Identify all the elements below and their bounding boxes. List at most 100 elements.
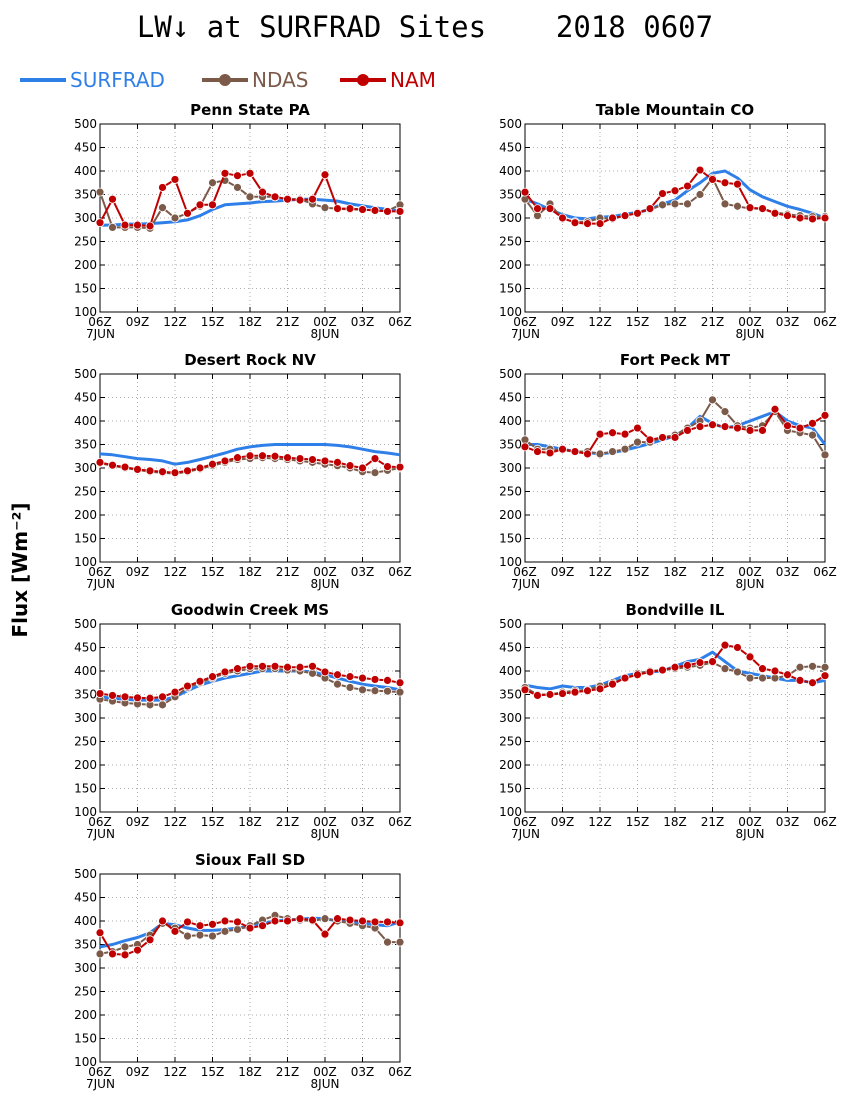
data-point-nam xyxy=(608,213,617,223)
data-point-nam xyxy=(770,404,780,414)
y-tick-label: 200 xyxy=(499,258,522,272)
x-tick-label: 00Z xyxy=(738,815,762,829)
data-point-nam xyxy=(595,684,605,694)
data-point-nam xyxy=(745,652,755,662)
y-tick-label: 150 xyxy=(74,282,97,296)
panel-title-penn-state: Penn State PA xyxy=(190,101,310,119)
data-point-nam xyxy=(120,950,130,960)
data-point-nam xyxy=(170,468,180,478)
data-point-nam xyxy=(108,691,117,700)
panel-title-bondville: Bondville IL xyxy=(625,601,725,619)
data-point-nam xyxy=(258,661,267,671)
data-point-nam xyxy=(333,914,342,924)
data-point-ndas xyxy=(395,937,405,947)
y-tick-label: 150 xyxy=(74,1032,97,1046)
x-tick-label: 06Z xyxy=(88,815,112,829)
data-point-ndas xyxy=(820,662,830,672)
data-point-nam xyxy=(608,679,617,689)
data-point-nam xyxy=(570,687,580,697)
x-tick-label: 06Z xyxy=(88,1065,112,1079)
x-tick-label: 18Z xyxy=(238,315,262,329)
data-point-nam xyxy=(133,693,142,703)
x-tick-label: 06Z xyxy=(513,565,537,579)
x-tick-label: 00Z xyxy=(738,565,762,579)
x-tick-label: 00Z xyxy=(313,565,337,579)
data-point-nam xyxy=(358,916,367,926)
data-point-nam xyxy=(208,919,217,929)
date-label-mid: 8JUN xyxy=(736,327,765,341)
data-point-ndas xyxy=(720,664,730,674)
data-point-nam xyxy=(745,203,755,213)
data-point-ndas xyxy=(370,686,380,696)
y-tick-label: 400 xyxy=(499,664,522,678)
data-point-nam xyxy=(145,221,155,231)
y-tick-label: 500 xyxy=(74,117,97,131)
data-point-nam xyxy=(620,429,630,439)
y-tick-label: 500 xyxy=(499,117,522,131)
y-tick-label: 200 xyxy=(74,258,97,272)
data-point-ndas xyxy=(708,395,717,405)
data-point-nam xyxy=(570,447,580,456)
panel-title-table-mountain: Table Mountain CO xyxy=(595,101,755,119)
data-point-nam xyxy=(533,447,542,456)
date-label-start: 7JUN xyxy=(511,827,540,841)
data-point-nam xyxy=(108,949,117,959)
data-point-nam xyxy=(695,658,705,667)
data-point-ndas xyxy=(195,930,205,940)
data-point-ndas xyxy=(345,683,355,692)
data-point-nam xyxy=(345,672,355,682)
data-point-nam xyxy=(633,423,642,433)
x-tick-label: 06Z xyxy=(813,565,837,579)
data-point-nam xyxy=(258,921,267,931)
y-tick-label: 350 xyxy=(74,938,97,952)
y-tick-label: 250 xyxy=(499,735,522,749)
x-tick-label: 12Z xyxy=(163,1065,187,1079)
data-point-nam xyxy=(708,657,717,666)
data-point-ndas xyxy=(208,931,217,941)
data-point-nam xyxy=(820,671,830,681)
legend-item-surfrad: SURFRAD xyxy=(18,66,188,94)
y-tick-label: 100 xyxy=(74,305,97,319)
y-tick-label: 300 xyxy=(74,711,97,725)
y-tick-label: 200 xyxy=(499,508,522,522)
data-point-nam xyxy=(333,670,342,680)
data-point-nam xyxy=(158,916,167,926)
data-point-nam xyxy=(195,200,205,210)
x-tick-label: 06Z xyxy=(513,315,537,329)
data-point-nam xyxy=(345,915,355,925)
y-tick-label: 150 xyxy=(499,532,522,546)
x-tick-label: 06Z xyxy=(813,315,837,329)
data-point-nam xyxy=(558,444,567,454)
data-point-nam xyxy=(295,454,305,464)
y-tick-label: 350 xyxy=(74,688,97,702)
x-tick-label: 06Z xyxy=(388,315,412,329)
data-point-nam xyxy=(783,670,792,680)
y-tick-label: 450 xyxy=(74,641,97,655)
x-tick-label: 03Z xyxy=(351,815,375,829)
data-point-nam xyxy=(270,451,280,461)
data-point-nam xyxy=(583,449,592,459)
data-point-ndas xyxy=(733,667,742,677)
data-point-ndas xyxy=(158,203,167,213)
data-point-nam xyxy=(108,194,117,204)
y-tick-label: 500 xyxy=(499,617,522,631)
data-point-nam xyxy=(608,428,617,438)
y-tick-label: 500 xyxy=(74,617,97,631)
y-tick-label: 400 xyxy=(74,914,97,928)
y-tick-label: 100 xyxy=(499,805,522,819)
data-point-nam xyxy=(558,689,567,698)
data-point-nam xyxy=(345,204,355,214)
data-point-nam xyxy=(783,211,792,221)
data-point-nam xyxy=(145,466,155,476)
data-point-nam xyxy=(795,423,805,433)
legend-swatch-surfrad xyxy=(20,78,66,82)
data-point-nam xyxy=(708,420,717,430)
y-tick-label: 250 xyxy=(74,235,97,249)
x-tick-label: 09Z xyxy=(551,565,575,579)
data-point-nam xyxy=(233,664,242,674)
series-line-surfrad-goodwin-creek-ms xyxy=(99,669,401,702)
data-point-nam xyxy=(695,165,705,175)
date-label-mid: 8JUN xyxy=(311,1077,340,1091)
